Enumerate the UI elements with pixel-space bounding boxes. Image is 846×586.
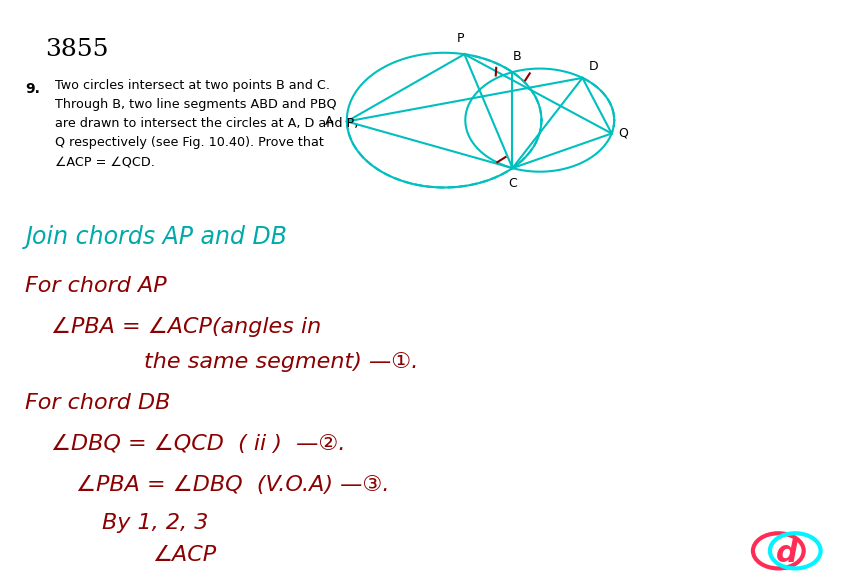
Text: ∠PBA = ∠ACP(angles in: ∠PBA = ∠ACP(angles in: [51, 317, 321, 337]
Text: ∠PBA = ∠DBQ  (V.O.A) —③.: ∠PBA = ∠DBQ (V.O.A) —③.: [76, 475, 390, 495]
Text: Q: Q: [618, 127, 629, 140]
Text: For chord AP: For chord AP: [25, 276, 167, 296]
Text: ∠DBQ = ∠QCD  ( ii )  —②.: ∠DBQ = ∠QCD ( ii ) —②.: [51, 434, 345, 454]
Text: Join chords AP and DB: Join chords AP and DB: [25, 225, 288, 249]
Text: By 1, 2, 3: By 1, 2, 3: [102, 513, 208, 533]
Text: D: D: [589, 60, 599, 73]
Text: d: d: [776, 539, 798, 568]
Text: B: B: [513, 50, 521, 63]
Text: 9.: 9.: [25, 82, 41, 96]
FancyBboxPatch shape: [5, 15, 266, 73]
Text: ∠ACP: ∠ACP: [152, 546, 217, 565]
Text: the same segment) —①.: the same segment) —①.: [144, 352, 418, 372]
Text: 3855: 3855: [46, 38, 109, 61]
Text: Two circles intersect at two points B and C.
Through B, two line segments ABD an: Two circles intersect at two points B an…: [55, 79, 359, 168]
Text: P: P: [456, 32, 464, 45]
Text: C: C: [508, 178, 517, 190]
Text: A: A: [325, 115, 333, 128]
Text: For chord DB: For chord DB: [25, 393, 171, 413]
